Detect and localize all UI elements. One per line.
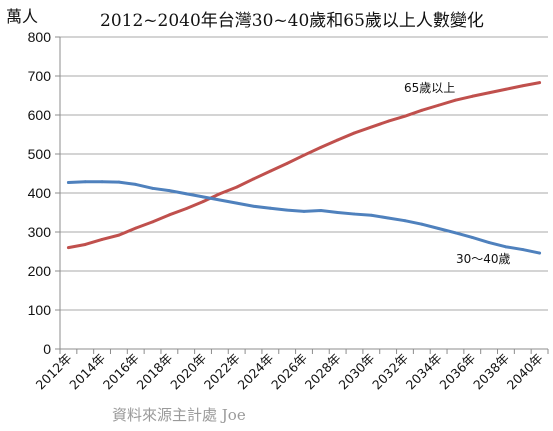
data-point-s1-2015 xyxy=(117,180,121,184)
y-tick-label-300: 300 xyxy=(28,224,52,240)
data-point-s0-2034 xyxy=(437,103,441,107)
data-point-s0-2027 xyxy=(319,145,323,149)
x-tick-label-2034: 2034年 xyxy=(403,351,445,393)
data-point-s0-2023 xyxy=(252,177,255,181)
axes xyxy=(55,36,549,354)
x-tick-label-2016: 2016年 xyxy=(100,351,142,393)
data-point-s1-2030 xyxy=(369,213,373,217)
data-point-s0-2019 xyxy=(184,207,188,211)
y-tick-label-800: 800 xyxy=(28,29,52,45)
x-tick-label-2040: 2040年 xyxy=(504,351,546,393)
data-point-s0-2025 xyxy=(285,161,289,165)
data-point-s1-2033 xyxy=(420,222,424,226)
x-tick-label-2036: 2036年 xyxy=(436,351,478,393)
data-point-s1-2037 xyxy=(487,241,491,244)
data-point-s1-2039 xyxy=(521,248,525,251)
data-point-s1-2014 xyxy=(100,180,104,184)
data-point-s1-2019 xyxy=(184,192,188,196)
data-point-s0-2035 xyxy=(454,98,457,102)
x-tick-label-2024: 2024年 xyxy=(235,351,277,393)
data-point-s0-2029 xyxy=(353,131,356,135)
data-point-s1-2027 xyxy=(319,209,323,212)
data-point-s1-2038 xyxy=(504,245,508,249)
data-point-s0-2040 xyxy=(538,81,541,85)
x-tick-label-2026: 2026年 xyxy=(268,351,310,393)
y-tick-label-0: 0 xyxy=(43,341,51,357)
data-point-s0-2022 xyxy=(235,185,239,189)
y-tick-label-100: 100 xyxy=(28,302,52,318)
data-point-s0-2018 xyxy=(167,213,171,217)
series-label-30-40: 30～40歲 xyxy=(456,252,511,266)
data-point-s0-2017 xyxy=(151,220,154,224)
y-tick-label-200: 200 xyxy=(28,263,52,279)
data-point-s1-2022 xyxy=(235,201,239,205)
data-point-s1-2018 xyxy=(167,189,171,193)
chart-title: 2012~2040年台灣30~40歲和65歲以上人數變化 xyxy=(100,11,484,31)
y-tick-label-700: 700 xyxy=(28,68,52,84)
x-tick-label-2018: 2018年 xyxy=(134,351,176,393)
data-point-s1-2023 xyxy=(252,204,255,208)
data-point-s0-2038 xyxy=(504,87,508,91)
data-point-s1-2025 xyxy=(285,208,289,212)
data-point-s1-2026 xyxy=(302,209,306,213)
data-point-s1-2032 xyxy=(403,219,407,223)
x-tick-labels: 2012年2014年2016年2018年2020年2022年2024年2026年… xyxy=(33,351,546,393)
data-point-s0-2014 xyxy=(100,238,104,241)
x-tick-label-2030: 2030年 xyxy=(335,351,377,393)
x-tick-label-2028: 2028年 xyxy=(302,351,344,393)
data-point-s0-2030 xyxy=(369,125,373,129)
data-point-s1-2029 xyxy=(353,212,356,216)
data-point-s0-2031 xyxy=(386,119,390,123)
data-point-s1-2013 xyxy=(83,180,87,184)
x-tick-label-2014: 2014年 xyxy=(66,351,108,393)
data-point-s0-2032 xyxy=(403,114,407,118)
gridlines xyxy=(60,36,548,311)
data-point-s0-2033 xyxy=(420,108,424,112)
series-line-1 xyxy=(66,180,542,255)
series-label-65-plus: 65歲以上 xyxy=(404,81,455,95)
y-tick-label-400: 400 xyxy=(28,185,52,201)
data-point-s1-2024 xyxy=(268,206,272,210)
data-point-s1-2016 xyxy=(134,183,138,186)
data-point-s0-2015 xyxy=(117,233,121,237)
x-tick-label-2020: 2020年 xyxy=(167,351,209,393)
data-point-s1-2040 xyxy=(538,251,541,255)
series-line-0 xyxy=(66,81,542,250)
data-point-s0-2037 xyxy=(487,91,491,95)
data-point-s1-2020 xyxy=(201,195,205,199)
data-point-s0-2028 xyxy=(336,138,340,142)
x-tick-label-2022: 2022年 xyxy=(201,351,243,393)
data-point-s1-2028 xyxy=(336,211,340,214)
source-watermark: 資料來源主計處 Joe xyxy=(112,406,246,424)
data-point-s1-2012 xyxy=(67,181,70,184)
y-tick-label-500: 500 xyxy=(28,146,52,162)
data-point-s1-2035 xyxy=(454,231,457,235)
data-point-s1-2034 xyxy=(437,227,441,230)
data-point-s0-2020 xyxy=(201,200,205,203)
y-tick-labels: 0 100 200 300 400 500 600 700 800 xyxy=(28,29,52,357)
data-point-s0-2012 xyxy=(67,246,70,250)
data-point-s0-2013 xyxy=(83,243,87,246)
y-tick-label-600: 600 xyxy=(28,107,52,123)
data-point-s0-2021 xyxy=(218,192,222,196)
data-point-s0-2016 xyxy=(134,226,138,230)
data-point-s1-2031 xyxy=(386,216,390,220)
y-axis-unit-label: 萬人 xyxy=(6,7,38,26)
data-point-s0-2039 xyxy=(521,84,525,88)
data-point-s0-2036 xyxy=(470,94,474,98)
data-point-s1-2017 xyxy=(151,186,154,190)
data-point-s0-2024 xyxy=(268,169,272,173)
x-tick-label-2032: 2032年 xyxy=(369,351,411,393)
data-point-s0-2026 xyxy=(302,153,306,157)
data-point-s1-2036 xyxy=(470,236,474,239)
x-tick-label-2038: 2038年 xyxy=(470,351,512,393)
x-tick-label-2012: 2012年 xyxy=(33,351,75,393)
data-point-s1-2021 xyxy=(218,198,222,202)
series-lines xyxy=(66,81,542,255)
